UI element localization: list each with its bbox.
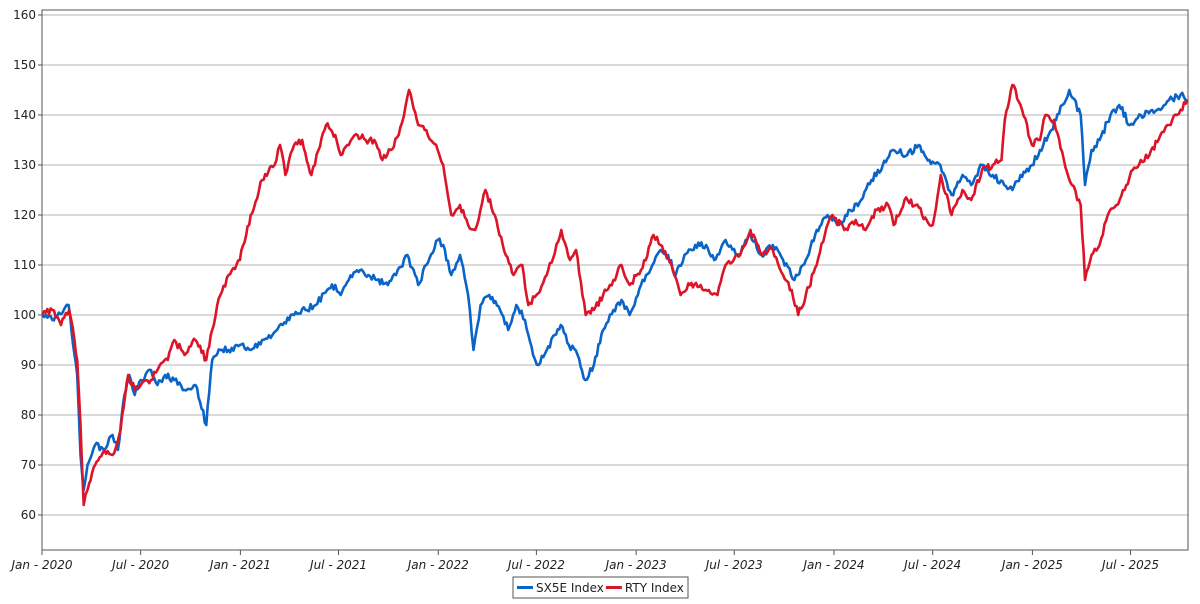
x-tick-label: Jan - 2021: [208, 558, 271, 572]
series-line-sx5e-index: [41, 88, 1188, 492]
y-tick-label: 70: [21, 458, 36, 472]
y-axis: 60 70 80 90 100 110 120 130 140 150 160: [13, 8, 42, 522]
x-tick-label: Jan - 2022: [406, 558, 469, 572]
y-tick-label: 80: [21, 408, 36, 422]
y-tick-label: 100: [13, 308, 36, 322]
legend-box: [512, 576, 689, 599]
legend-label: SX5E Index: [536, 581, 604, 595]
y-tick-label: 120: [13, 208, 36, 222]
y-tick-label: 110: [13, 258, 36, 272]
grid-lines: [42, 14, 1188, 516]
x-tick-label: Jan - 2023: [604, 558, 667, 572]
y-tick-label: 130: [13, 158, 36, 172]
series-line-rty-index: [41, 83, 1189, 507]
x-tick-label: Jul - 2020: [110, 558, 169, 572]
y-tick-label: 140: [13, 108, 36, 122]
series-lines: [41, 83, 1189, 507]
legend-item: SX5E Index: [517, 581, 604, 595]
x-tick-label: Jul - 2021: [308, 558, 367, 572]
x-tick-label: Jul - 2022: [506, 558, 565, 572]
y-tick-label: 160: [13, 8, 36, 22]
y-tick-label: 90: [21, 358, 36, 372]
plot-area-frame: [41, 9, 1189, 551]
x-tick-label: Jul - 2025: [1100, 558, 1159, 572]
y-tick-label: 60: [21, 508, 36, 522]
legend-label: RTY Index: [625, 581, 684, 595]
x-tick-label: Jul - 2024: [902, 558, 961, 572]
legend-item: RTY Index: [605, 581, 684, 595]
y-tick-label: 150: [13, 58, 36, 72]
x-tick-label: Jan - 2025: [1000, 558, 1063, 572]
x-tick-label: Jul - 2023: [704, 558, 763, 572]
x-tick-label: Jan - 2024: [802, 558, 865, 572]
x-tick-label: Jan - 2020: [10, 558, 73, 572]
x-axis: Jan - 2020 Jul - 2020 Jan - 2021 Jul - 2021…: [10, 550, 1159, 572]
legend: SX5E Index RTY Index: [512, 576, 689, 599]
